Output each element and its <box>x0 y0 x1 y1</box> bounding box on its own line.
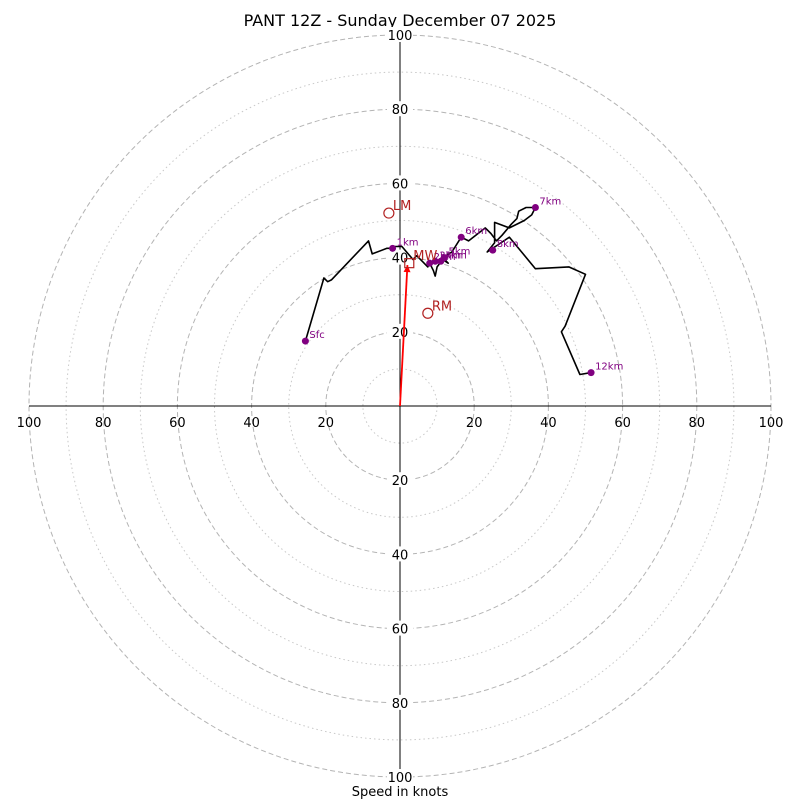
storm-label-MW: MW <box>413 249 437 264</box>
shear-vector-arrowhead <box>403 265 411 273</box>
x-axis-label: Speed in knots <box>352 785 449 800</box>
y-tick-label-pos: 40 <box>392 252 409 267</box>
height-marker-3km <box>431 257 439 265</box>
height-label-7km: 7km <box>539 197 561 208</box>
height-marker-2km <box>426 259 434 267</box>
x-tick-label-neg: 40 <box>243 416 260 431</box>
shear-vector-group <box>399 264 411 407</box>
tick-label-bg <box>387 101 413 117</box>
height-label-3km: 3km <box>439 250 461 261</box>
tick-label-bg <box>387 249 413 265</box>
y-tick-label-neg: 40 <box>392 548 409 563</box>
y-tick-label-neg: 20 <box>392 474 409 489</box>
storm-label-LM: LM <box>393 199 411 214</box>
height-label-1km: 1km <box>397 237 419 248</box>
x-tick-label-neg: 60 <box>169 416 186 431</box>
tick-label-bg <box>387 323 413 339</box>
tick-label-bg <box>387 769 413 784</box>
x-tick-label-neg: 80 <box>95 416 112 431</box>
tick-label-bg <box>387 472 413 488</box>
height-label-6km: 6km <box>465 226 487 237</box>
height-markers: Sfc1km2km3km4km5km6km7km8km12km <box>301 197 623 377</box>
tick-label-bg <box>387 546 413 562</box>
tick-label-bg <box>387 620 413 636</box>
chart-title: PANT 12Z - Sunday December 07 2025 <box>244 11 557 30</box>
storm-marker-MW <box>404 258 415 269</box>
x-tick-label-pos: 80 <box>689 416 706 431</box>
height-label-5km: 5km <box>449 247 471 258</box>
storm-motion-markers: LM RM MW <box>383 199 452 319</box>
tick-labels: 20 20 20 20 40 40 40 40 60 60 60 60 80 80 80 80 100 100 10… <box>17 27 784 786</box>
y-tick-label-neg: 80 <box>392 697 409 712</box>
height-label-12km: 12km <box>595 362 623 373</box>
x-tick-label-pos: 40 <box>540 416 557 431</box>
height-marker-6km <box>457 233 465 241</box>
height-marker-Sfc <box>301 337 309 345</box>
x-tick-label-pos: 60 <box>614 416 631 431</box>
height-label-8km: 8km <box>497 239 519 250</box>
tick-label-bg <box>387 27 413 42</box>
tick-label-bg <box>387 175 413 191</box>
y-tick-label-pos: 60 <box>392 177 409 192</box>
y-tick-label-neg: 100 <box>388 771 413 786</box>
y-tick-label-pos: 80 <box>392 103 409 118</box>
height-label-4km: 4km <box>445 250 467 261</box>
tick-label-bg <box>387 694 413 710</box>
storm-marker-RM <box>422 307 434 319</box>
height-marker-12km <box>587 369 595 377</box>
storm-label-RM: RM <box>432 299 452 314</box>
height-marker-5km <box>441 254 449 262</box>
y-tick-label-pos: 100 <box>388 29 413 44</box>
height-marker-1km <box>389 244 397 252</box>
y-tick-label-pos: 20 <box>392 326 409 341</box>
shear-vector-line <box>399 264 409 407</box>
x-tick-label-neg: 20 <box>318 416 335 431</box>
x-tick-label-pos: 100 <box>759 416 784 431</box>
height-marker-7km <box>531 204 539 212</box>
storm-marker-LM <box>383 207 395 219</box>
height-marker-8km <box>489 246 497 254</box>
x-tick-label-pos: 20 <box>466 416 483 431</box>
x-tick-label-neg: 100 <box>17 416 42 431</box>
height-label-Sfc: Sfc <box>309 330 324 341</box>
y-tick-label-neg: 60 <box>392 623 409 638</box>
